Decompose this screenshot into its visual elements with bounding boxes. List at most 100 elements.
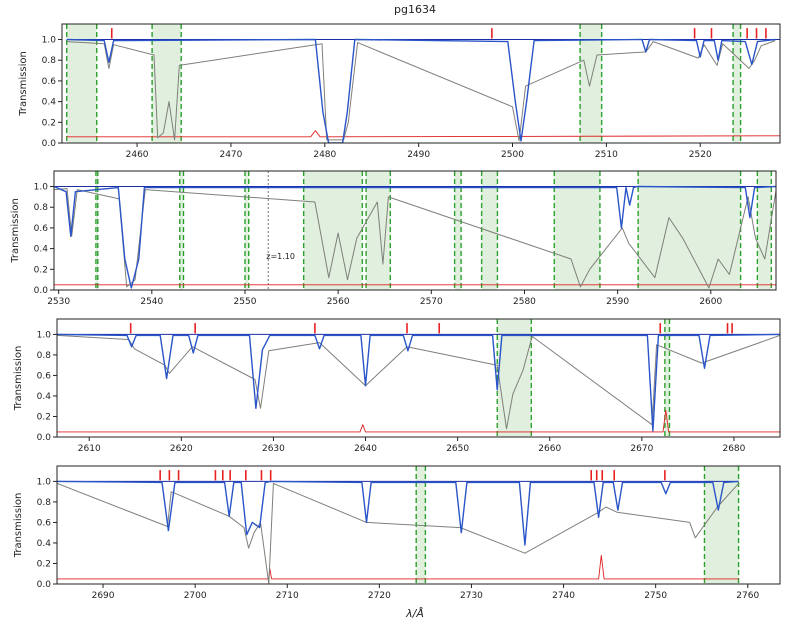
y-tick-label: 0.8 — [37, 351, 52, 361]
shaded-region — [481, 171, 498, 290]
shaded-region — [66, 24, 97, 143]
y-tick-label: 0.4 — [37, 392, 52, 402]
model-line — [57, 333, 780, 432]
shaded-region — [704, 466, 739, 584]
shaded-region — [664, 319, 670, 437]
x-tick-label: 2690 — [92, 591, 115, 601]
y-tick-label: 1.0 — [42, 36, 57, 46]
panel-1: 2460 2470 2480 2490 2500 2510 2520 0.0 0.2 0.4 0.6… — [18, 23, 781, 160]
x-tick-label: 2590 — [606, 297, 629, 307]
x-tick-label: 2550 — [234, 297, 257, 307]
x-tick-label: 2710 — [276, 591, 299, 601]
shaded-region — [454, 171, 462, 290]
shaded-region — [95, 171, 98, 290]
x-tick-label: 2460 — [126, 150, 149, 160]
x-tick-label: 2500 — [501, 150, 524, 160]
x-tick-label: 2490 — [407, 150, 430, 160]
x-tick-label: 2740 — [552, 591, 575, 601]
x-tick-label: 2610 — [78, 444, 101, 454]
x-tick-label: 2570 — [420, 297, 443, 307]
x-tick-label: 2670 — [630, 444, 653, 454]
plot-area — [65, 24, 780, 143]
x-tick-label: 2700 — [184, 591, 207, 601]
y-axis-label: Transmission — [10, 198, 21, 264]
x-tick-label: 2480 — [313, 150, 336, 160]
shaded-region — [179, 171, 184, 290]
x-tick-label: 2680 — [722, 444, 745, 454]
panel-3: 2610 2620 2630 2640 2650 2660 2670 2680 0.0 0.2 0.… — [13, 318, 781, 454]
x-tick-label: 2650 — [446, 444, 469, 454]
y-axis-label: Transmission — [13, 493, 24, 559]
y-tick-label: 0.0 — [37, 433, 52, 443]
panel-frame — [61, 23, 781, 144]
shaded-region — [152, 24, 182, 143]
shaded-region — [638, 171, 741, 290]
error-line — [57, 409, 780, 433]
y-tick-label: 0.4 — [37, 539, 52, 549]
panel-4: 2690 2700 2710 2720 2730 2740 2750 2760 0.0 0.2 0.… — [13, 465, 781, 601]
y-tick-label: 0.4 — [34, 245, 49, 255]
x-tick-label: 2720 — [368, 591, 391, 601]
x-axis-label: λ/Å — [405, 607, 424, 620]
model-line — [54, 185, 776, 289]
y-tick-label: 0.8 — [42, 56, 57, 66]
x-tick-label: 2760 — [736, 591, 759, 601]
x-tick-label: 2540 — [140, 297, 163, 307]
y-axis-label: Transmission — [13, 346, 24, 412]
error-line — [57, 554, 739, 580]
y-tick-label: 0.6 — [42, 77, 57, 87]
x-tick-label: 2630 — [262, 444, 285, 454]
panel-frame — [53, 170, 777, 291]
data-line — [66, 40, 776, 142]
x-tick-label: 2580 — [513, 297, 536, 307]
y-axis-label: Transmission — [18, 51, 29, 117]
y-tick-label: 0.2 — [37, 412, 51, 422]
y-tick-label: 0.6 — [37, 371, 52, 381]
shaded-region — [757, 171, 772, 290]
y-tick-label: 0.0 — [42, 139, 57, 149]
y-tick-label: 0.6 — [34, 224, 49, 234]
panel-frame — [56, 318, 781, 438]
x-tick-label: 2640 — [354, 444, 377, 454]
x-tick-label: 2520 — [689, 150, 712, 160]
redshift-marker-label: z=1.10 — [266, 252, 295, 261]
x-tick-label: 2530 — [47, 297, 70, 307]
x-tick-label: 2730 — [460, 591, 483, 601]
data-line — [57, 334, 780, 430]
x-tick-label: 2600 — [699, 297, 722, 307]
data-line — [54, 188, 776, 289]
y-tick-label: 0.6 — [37, 518, 52, 528]
y-tick-label: 0.8 — [37, 498, 52, 508]
model-line — [57, 480, 739, 546]
shaded-region — [366, 171, 391, 290]
shaded-region — [580, 24, 602, 143]
shaded-region — [303, 171, 363, 290]
y-tick-label: 1.0 — [37, 477, 52, 487]
panel-2: z=1.10 2530 2540 2550 2560 2570 2580 2590 2600 0.… — [10, 170, 777, 307]
shaded-region — [497, 319, 532, 437]
x-tick-label: 2510 — [595, 150, 618, 160]
model-line — [66, 38, 776, 143]
plot-area — [57, 466, 740, 584]
y-tick-label: 1.0 — [34, 183, 49, 193]
data-line — [57, 482, 739, 584]
panel-frame — [56, 465, 781, 585]
x-tick-label: 2750 — [644, 591, 667, 601]
plot-area — [57, 319, 780, 437]
shaded-region — [244, 171, 249, 290]
x-tick-label: 2470 — [219, 150, 242, 160]
y-tick-label: 0.2 — [34, 265, 48, 275]
x-tick-label: 2560 — [327, 297, 350, 307]
y-tick-label: 0.2 — [37, 559, 51, 569]
y-tick-label: 0.4 — [42, 98, 57, 108]
shaded-region — [733, 24, 741, 143]
panels: 2460 2470 2480 2490 2500 2510 2520 0.0 0.2 0.4 0.6… — [10, 23, 781, 601]
y-tick-label: 0.8 — [34, 203, 49, 213]
x-tick-label: 2660 — [538, 444, 561, 454]
x-tick-label: 2620 — [170, 444, 193, 454]
y-tick-label: 1.0 — [37, 330, 52, 340]
y-tick-label: 0.0 — [34, 286, 49, 296]
y-tick-label: 0.2 — [42, 118, 56, 128]
plot-area: z=1.10 — [54, 171, 776, 290]
